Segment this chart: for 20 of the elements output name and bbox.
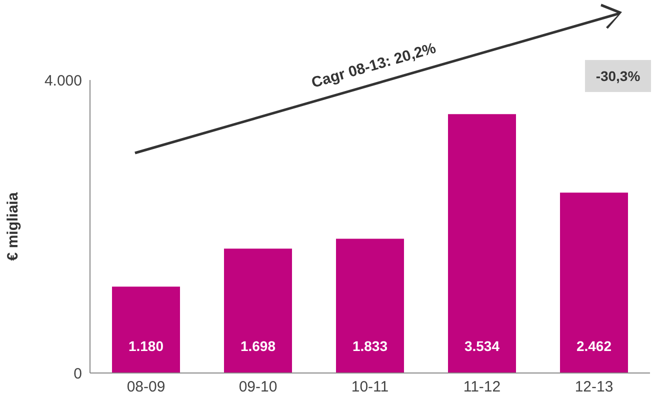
data-label: 2.462 (576, 338, 612, 354)
annotation: -30,3% (596, 68, 641, 84)
x-tick-label: 08-09 (126, 378, 166, 396)
y-axis-title: € migliaia (4, 192, 22, 261)
x-tick-label: 11-12 (463, 378, 501, 396)
bar (112, 286, 180, 373)
bar (336, 238, 404, 373)
x-tick-label: 12-13 (574, 378, 614, 396)
data-label: 3.534 (464, 338, 500, 354)
data-label: 1.698 (240, 338, 276, 354)
y-tick-label: 0 (74, 365, 82, 382)
annotation: Cagr 08-13: 20,2% (310, 40, 438, 92)
data-label: 1.180 (128, 338, 164, 354)
bar (224, 248, 292, 373)
x-tick-label: 10-11 (351, 378, 389, 396)
bar (560, 192, 628, 373)
data-label: 1.833 (352, 338, 388, 354)
y-tick-label: 4.000 (44, 72, 82, 90)
bar (448, 114, 516, 373)
x-tick-label: 09-10 (238, 378, 278, 396)
